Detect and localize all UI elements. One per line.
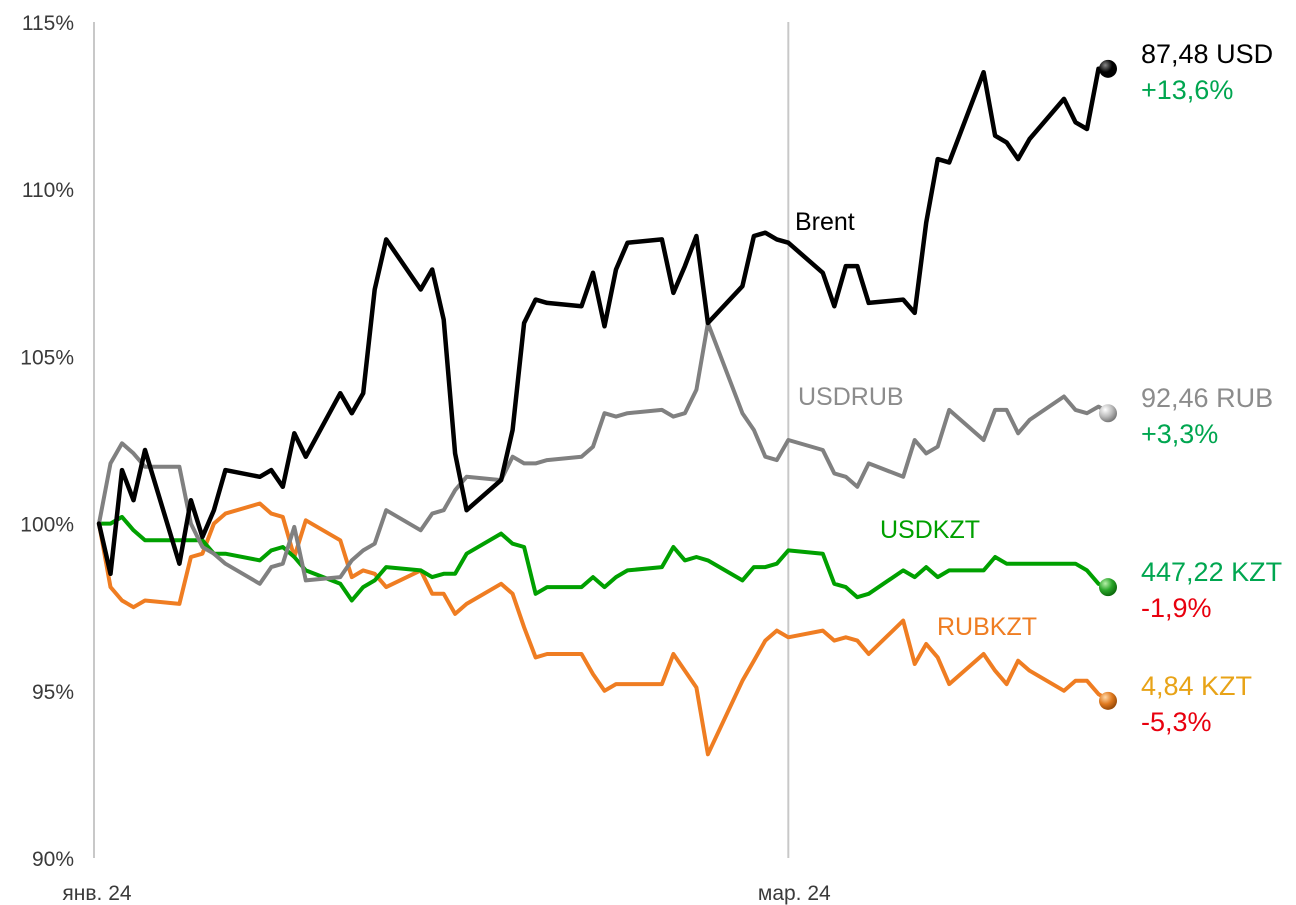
y-tick-label: 95% xyxy=(32,681,74,704)
x-tick-label: янв. 24 xyxy=(62,882,131,905)
endpoint-marker-rubkzt xyxy=(1099,691,1117,710)
series-line-rubkzt xyxy=(97,501,1112,757)
x-tick-label: мар. 24 xyxy=(758,882,831,905)
y-tick-label: 90% xyxy=(32,848,74,871)
series-label-rubkzt: RUBKZT xyxy=(937,613,1037,641)
series-line-brent xyxy=(96,66,1113,577)
series-line-usdkzt xyxy=(97,514,1112,603)
y-axis-ticks: 90% 95% 100% 105% 110% 115% xyxy=(20,12,74,871)
series-label-usdkzt: USDKZT xyxy=(880,516,980,544)
end-change-rubkzt: -5,3% xyxy=(1141,707,1212,737)
x-axis-ticks: янв. 24 мар. 24 xyxy=(62,882,831,905)
series-labels: Brent USDRUB USDKZT RUBKZT xyxy=(795,208,1037,641)
endpoint-marker-usdrub xyxy=(1099,404,1117,423)
grid xyxy=(93,22,790,858)
y-tick-label: 100% xyxy=(20,514,74,537)
series-endpoints: 87,48 USD +13,6% 92,46 RUB +3,3% 447,22 KZT -… xyxy=(1099,39,1282,737)
endpoint-marker-brent xyxy=(1099,59,1117,78)
end-change-brent: +13,6% xyxy=(1141,75,1233,105)
series-lines xyxy=(96,66,1113,757)
end-value-rubkzt: 4,84 KZT xyxy=(1141,671,1252,701)
series-line-usdrub xyxy=(97,321,1112,586)
end-change-usdkzt: -1,9% xyxy=(1141,593,1212,623)
series-label-brent: Brent xyxy=(795,208,855,236)
end-change-usdrub: +3,3% xyxy=(1141,419,1218,449)
y-tick-label: 115% xyxy=(22,12,74,35)
series-label-usdrub: USDRUB xyxy=(798,383,904,411)
y-tick-label: 110% xyxy=(22,179,74,202)
end-value-brent: 87,48 USD xyxy=(1141,39,1273,69)
end-value-usdkzt: 447,22 KZT xyxy=(1141,557,1282,587)
y-tick-label: 105% xyxy=(20,346,74,369)
end-value-usdrub: 92,46 RUB xyxy=(1141,383,1273,413)
endpoint-marker-usdkzt xyxy=(1099,578,1117,597)
